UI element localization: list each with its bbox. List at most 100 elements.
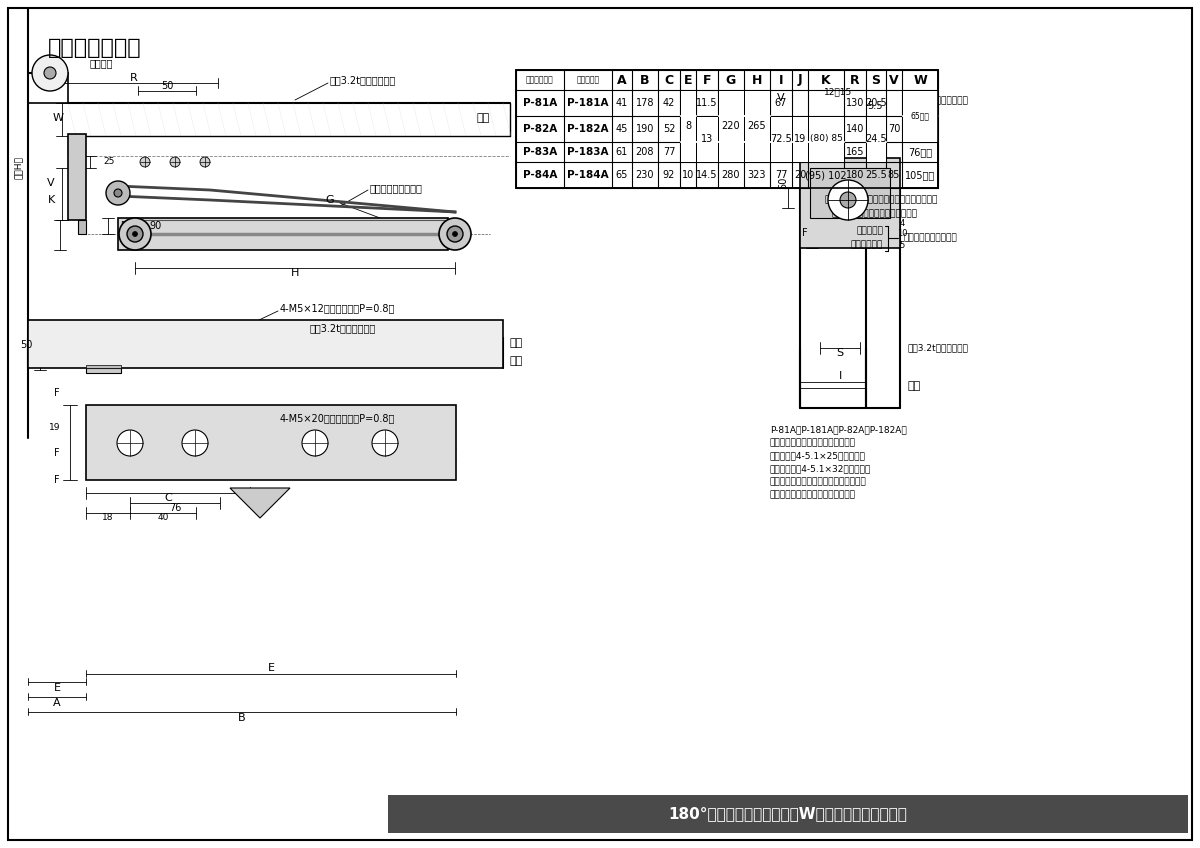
Bar [822,88,866,128]
Text: 裏板3.2t以上（別途）: 裏板3.2t以上（別途） [310,323,377,333]
Circle shape [127,226,143,242]
Text: 10: 10 [682,170,694,180]
Text: P-84A: P-84A [523,170,557,180]
Circle shape [828,180,868,220]
Text: 208: 208 [636,147,654,157]
Text: 19: 19 [794,124,806,134]
Text: 裏板3.2t以上（別途）: 裏板3.2t以上（別途） [908,96,968,104]
Text: 5.5: 5.5 [120,221,133,231]
Text: 105以内: 105以内 [905,170,935,180]
Text: 180°開きでご使用の場合はW寸法を守って下さい。: 180°開きでご使用の場合はW寸法を守って下さい。 [668,806,907,822]
Text: 40: 40 [157,514,169,522]
Text: 76以内: 76以内 [908,147,932,157]
Bar [792,116,808,161]
Bar [800,88,822,128]
Text: 20: 20 [794,170,806,180]
Text: 220: 220 [721,124,740,134]
Text: 180: 180 [846,170,864,180]
Text: 本図はストップ付、左開きを示す。: 本図はストップ付、左開きを示す。 [832,209,918,219]
Text: F: F [803,228,808,238]
Circle shape [170,157,180,167]
Circle shape [32,55,68,91]
Text: 注：K欄（　）内寸法はストップなしを示す。: 注：K欄（ ）内寸法はストップなしを示す。 [824,194,938,204]
Text: 締み等が発生する場合があります。: 締み等が発生する場合があります。 [770,490,856,499]
Text: B: B [641,74,649,86]
Text: 165: 165 [846,147,864,157]
Text: 13: 13 [701,124,713,134]
Text: H: H [290,268,299,278]
Text: (95) 102: (95) 102 [805,170,847,180]
Text: ストップ付: ストップ付 [856,226,883,236]
Text: S: S [871,74,881,86]
Text: (80) 85: (80) 85 [809,124,844,134]
Circle shape [840,192,856,208]
Text: 20.5: 20.5 [865,98,887,108]
Text: 323: 323 [748,170,767,180]
Bar [770,116,792,161]
Text: B: B [238,713,246,723]
Circle shape [182,430,208,456]
Bar [28,320,503,368]
Text: ドア吹芯: ドア吹芯 [90,58,114,68]
Text: 72.5: 72.5 [770,124,792,134]
Bar [516,70,938,188]
Circle shape [200,157,210,167]
Bar [118,218,448,250]
Text: 本体H図: 本体H図 [13,157,23,180]
Text: 230: 230 [636,170,654,180]
Text: S: S [836,348,844,358]
Text: 木製枠用：4-5.1×25丸皿木ネジ: 木製枠用：4-5.1×25丸皿木ネジ [770,451,866,460]
Text: 140: 140 [846,124,864,134]
Text: W: W [913,74,926,86]
Bar [388,795,1188,833]
Text: 42: 42 [662,98,676,108]
Text: A: A [53,698,61,708]
Text: P-182A: P-182A [568,124,608,134]
Text: 木製ドア用：4-5.1×32丸皿木ネジ: 木製ドア用：4-5.1×32丸皿木ネジ [770,465,871,473]
Bar [866,116,886,161]
Text: 52: 52 [662,124,676,134]
Text: 130: 130 [846,98,864,108]
Text: 61: 61 [616,147,628,157]
Text: V: V [889,74,899,86]
Circle shape [132,232,138,237]
Bar [68,136,80,156]
Circle shape [44,67,56,79]
Circle shape [439,218,470,250]
Text: ストップ付: ストップ付 [576,75,600,85]
Text: ドア: ドア [908,381,922,391]
Text: 裏板3.2t以上（別途）: 裏板3.2t以上（別途） [330,75,396,85]
Text: K: K [48,195,55,205]
Text: 280: 280 [721,170,740,180]
Text: ドア: ドア [510,356,523,366]
Text: 90: 90 [149,221,161,231]
Text: 70: 70 [888,124,900,134]
Text: P-183A: P-183A [568,147,608,157]
Text: C: C [164,493,172,503]
Text: H: H [752,74,762,86]
Text: 13: 13 [701,134,713,144]
Text: 取付位置は同じです。: 取付位置は同じです。 [904,233,956,243]
Text: V: V [778,93,785,103]
Circle shape [372,430,398,456]
Circle shape [106,181,130,205]
Text: 45: 45 [616,124,628,134]
Bar [68,134,86,220]
Bar [810,168,890,218]
Text: F: F [54,388,60,398]
Text: 65以内: 65以内 [911,111,930,120]
Text: 4-M5×12丸皿小ネジ（P=0.8）: 4-M5×12丸皿小ネジ（P=0.8） [280,303,395,313]
Text: V: V [47,178,55,188]
Text: 8: 8 [685,124,691,134]
Bar [902,91,937,142]
Text: 裏板3.2t以上（別途）: 裏板3.2t以上（別途） [908,343,968,353]
Bar [696,116,718,161]
Text: 12〜15: 12〜15 [824,87,852,97]
Text: 5.5: 5.5 [868,101,883,111]
Text: 11.5: 11.5 [696,98,718,108]
Circle shape [114,189,122,197]
Text: 25: 25 [103,158,114,166]
Text: F: F [54,475,60,485]
Text: 77: 77 [662,147,676,157]
Text: ストップなし: ストップなし [526,75,554,85]
